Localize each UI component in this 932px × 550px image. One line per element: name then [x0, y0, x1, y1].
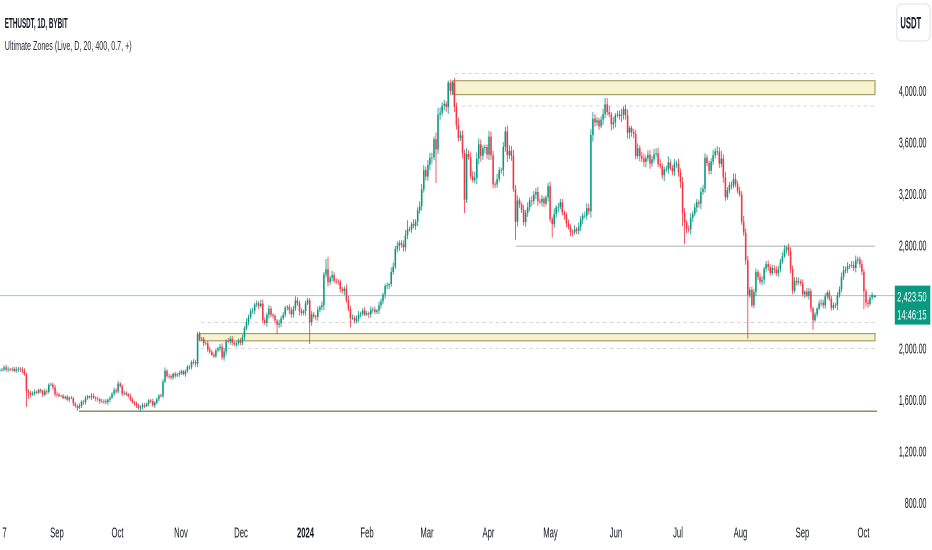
- svg-text:Apr: Apr: [483, 525, 495, 541]
- svg-text:2,000.00: 2,000.00: [899, 342, 927, 357]
- svg-text:Sep: Sep: [50, 525, 64, 541]
- svg-text:Aug: Aug: [734, 525, 748, 541]
- svg-text:2,800.00: 2,800.00: [899, 239, 927, 254]
- svg-text:3,600.00: 3,600.00: [899, 136, 927, 151]
- svg-text:1,200.00: 1,200.00: [899, 445, 927, 460]
- svg-text:ETHUSDT, 1D, BYBIT: ETHUSDT, 1D, BYBIT: [5, 16, 68, 32]
- svg-text:Feb: Feb: [360, 525, 373, 541]
- svg-text:Oct: Oct: [858, 525, 870, 541]
- svg-text:14:46:15: 14:46:15: [897, 308, 926, 323]
- svg-text:4,000.00: 4,000.00: [899, 84, 927, 99]
- svg-text:2,423.50: 2,423.50: [897, 290, 926, 305]
- svg-text:3,200.00: 3,200.00: [899, 187, 927, 202]
- svg-text:Oct: Oct: [112, 525, 124, 541]
- svg-text:Ultimate Zones (Live, D, 20, 4: Ultimate Zones (Live, D, 20, 400, 0.7, +…: [5, 40, 132, 54]
- svg-text:USDT: USDT: [900, 13, 921, 32]
- svg-text:Jun: Jun: [610, 525, 622, 541]
- svg-text:Jul: Jul: [673, 525, 683, 541]
- svg-text:Nov: Nov: [174, 525, 188, 541]
- svg-text:7: 7: [2, 525, 6, 541]
- svg-text:Mar: Mar: [420, 525, 433, 541]
- svg-text:800.00: 800.00: [905, 497, 927, 512]
- svg-text:Sep: Sep: [796, 525, 810, 541]
- svg-text:Dec: Dec: [234, 525, 248, 541]
- svg-text:1,600.00: 1,600.00: [899, 394, 927, 409]
- svg-text:May: May: [543, 525, 558, 541]
- svg-text:2024: 2024: [297, 525, 314, 541]
